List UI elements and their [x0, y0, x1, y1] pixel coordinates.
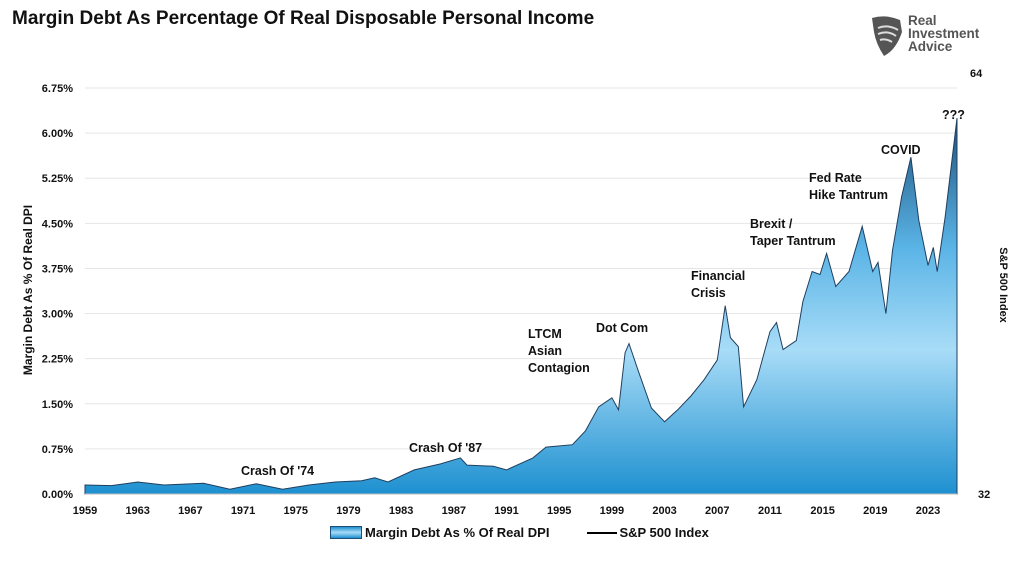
logo-text-3: Advice: [908, 39, 953, 54]
legend-swatch-area: [330, 526, 362, 539]
y-tick-label: 4.50%: [42, 218, 73, 230]
margin-debt-area: [84, 118, 958, 495]
x-tick-label: 1991: [494, 505, 518, 517]
legend-swatch-line: [587, 531, 618, 534]
logo: Real Investment Advice: [868, 14, 998, 58]
x-tick-label: 1975: [284, 505, 308, 517]
annotation: Crash Of '74: [241, 464, 314, 478]
y2-axis-label: S&P 500 Index: [997, 247, 1009, 323]
x-tick-label: 1967: [178, 505, 202, 517]
y-tick-label: 2.25%: [42, 354, 73, 366]
y-tick-label: 5.25%: [42, 173, 73, 185]
annotation: COVID: [881, 143, 921, 157]
x-tick-label: 1979: [336, 505, 360, 517]
x-tick-label: 1987: [442, 505, 466, 517]
x-tick-label: 1983: [389, 505, 413, 517]
y-tick-label: 6.00%: [42, 128, 73, 140]
y-tick-label: 3.75%: [42, 263, 73, 275]
y2-tick-label: 64: [970, 68, 983, 80]
y-axis-label: Margin Debt As % Of Real DPI: [21, 205, 35, 375]
chart-title: Margin Debt As Percentage Of Real Dispos…: [12, 8, 595, 29]
legend-item-sp500: S&P 500 Index: [619, 525, 709, 540]
x-tick-label: 2011: [758, 505, 782, 517]
x-tick-label: 2003: [652, 505, 676, 517]
logo-text-1: Real: [908, 13, 937, 28]
x-tick-label: 2019: [863, 505, 887, 517]
x-tick-label: 2023: [916, 505, 940, 517]
y-tick-label: 1.50%: [42, 399, 73, 411]
x-tick-label: 2015: [810, 505, 834, 517]
logo-text-2: Investment: [908, 26, 980, 41]
y-tick-label: 0.00%: [42, 489, 73, 501]
x-tick-label: 1999: [600, 505, 624, 517]
x-tick-label: 1963: [125, 505, 149, 517]
y-tick-label: 0.75%: [42, 444, 73, 456]
annotation: Dot Com: [596, 321, 648, 335]
x-tick-label: 1995: [547, 505, 571, 517]
y-tick-label: 3.00%: [42, 309, 73, 321]
annotation: Brexit / Taper Tantrum: [750, 217, 836, 248]
eagle-shield-icon: [872, 16, 902, 56]
legend: Margin Debt As % Of Real DPI S&P 500 Ind…: [330, 525, 709, 540]
y2-tick-label: 32: [978, 489, 990, 501]
legend-item-margin-debt: Margin Debt As % Of Real DPI: [365, 525, 550, 540]
annotation: ???: [942, 108, 965, 122]
annotation: LTCM Asian Contagion: [528, 327, 590, 375]
x-tick-label: 1971: [231, 505, 255, 517]
y-tick-label: 6.75%: [42, 83, 73, 95]
x-tick-label: 2007: [705, 505, 729, 517]
annotation: Crash Of '87: [409, 441, 482, 455]
annotation: Fed Rate Hike Tantrum: [809, 171, 888, 202]
annotation: Financial Crisis: [691, 269, 745, 300]
x-tick-label: 1959: [73, 505, 97, 517]
